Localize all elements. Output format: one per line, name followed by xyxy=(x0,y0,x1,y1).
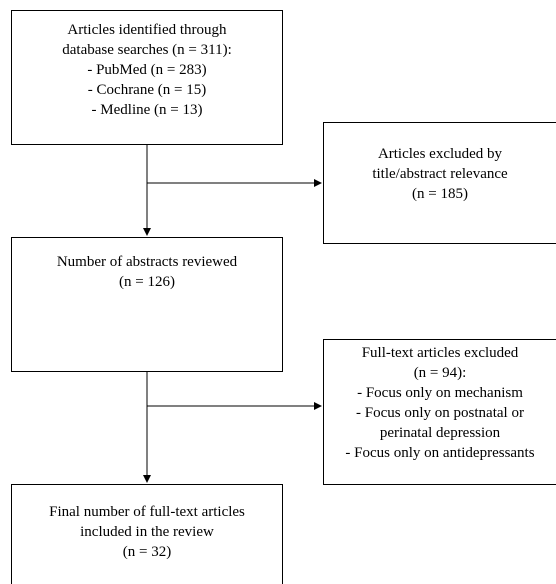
box-text-line: Final number of full-text articles xyxy=(49,504,245,520)
box-text-line: - Cochrane (n = 15) xyxy=(87,82,207,98)
box-text-line: (n = 185) xyxy=(412,186,468,202)
box-text-line: - Focus only on mechanism xyxy=(357,385,523,401)
box-text-line: included in the review xyxy=(80,524,214,540)
box-text-line: (n = 126) xyxy=(119,274,175,290)
box-text-line: (n = 32) xyxy=(122,544,172,560)
box-text-line: Articles identified through xyxy=(67,22,227,38)
box-text-line: - Focus only on postnatal or xyxy=(356,405,524,421)
box-text-line: Full-text articles excluded xyxy=(361,345,519,361)
box-text-line: - PubMed (n = 283) xyxy=(87,62,207,78)
box-text-line: - Focus only on antidepressants xyxy=(345,445,535,461)
box-database-searches: Articles identified through database sea… xyxy=(11,10,283,145)
box-text-line: perinatal depression xyxy=(379,425,501,441)
box-text-line: Articles excluded by xyxy=(377,146,503,162)
box-final-included: Final number of full-text articles inclu… xyxy=(11,484,283,584)
box-text-line: title/abstract relevance xyxy=(372,166,508,182)
box-text-line: Number of abstracts reviewed xyxy=(56,254,238,270)
box-text-line: (n = 94): xyxy=(413,365,467,381)
box-abstracts-reviewed: Number of abstracts reviewed (n = 126) xyxy=(11,237,283,372)
box-excluded-full-text: Full-text articles excluded (n = 94): - … xyxy=(323,339,556,485)
box-text-line: - Medline (n = 13) xyxy=(91,102,203,118)
box-excluded-title-abstract: Articles excluded by title/abstract rele… xyxy=(323,122,556,244)
box-text-line: database searches (n = 311): xyxy=(62,42,232,58)
